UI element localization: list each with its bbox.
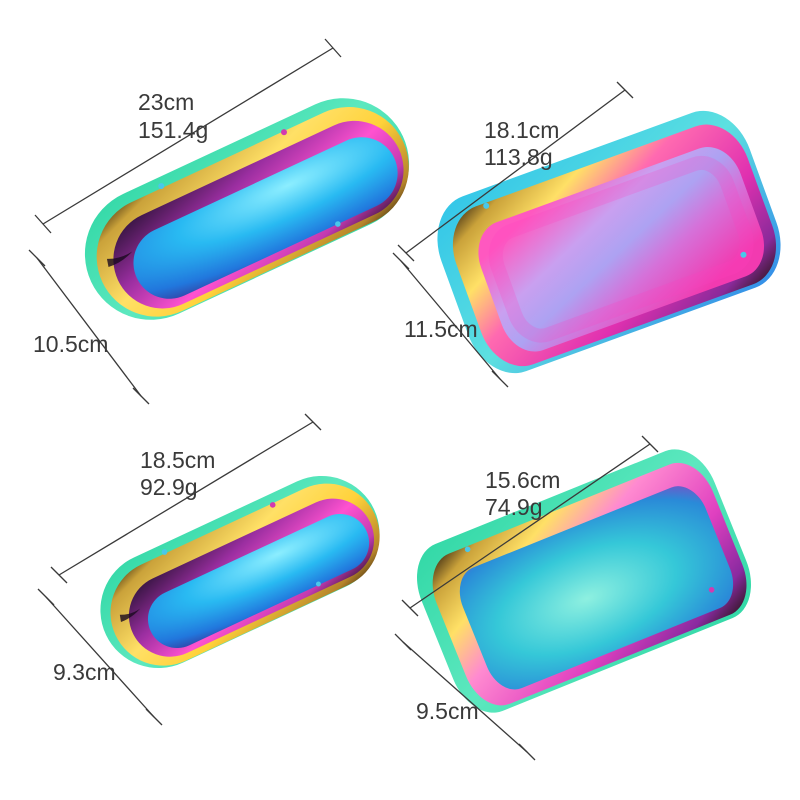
svg-text:151.4g: 151.4g — [138, 117, 208, 143]
svg-text:10.5cm: 10.5cm — [33, 331, 108, 357]
svg-text:9.5cm: 9.5cm — [416, 698, 479, 724]
svg-text:92.9g: 92.9g — [140, 474, 198, 500]
svg-text:74.9g: 74.9g — [485, 494, 543, 520]
svg-text:11.5cm: 11.5cm — [404, 316, 478, 342]
svg-text:18.1cm: 18.1cm — [484, 117, 559, 143]
svg-text:23cm: 23cm — [138, 89, 194, 115]
svg-text:113.8g: 113.8g — [484, 144, 553, 170]
svg-text:15.6cm: 15.6cm — [485, 467, 560, 493]
svg-text:18.5cm: 18.5cm — [140, 447, 215, 473]
svg-text:9.3cm: 9.3cm — [53, 659, 116, 685]
